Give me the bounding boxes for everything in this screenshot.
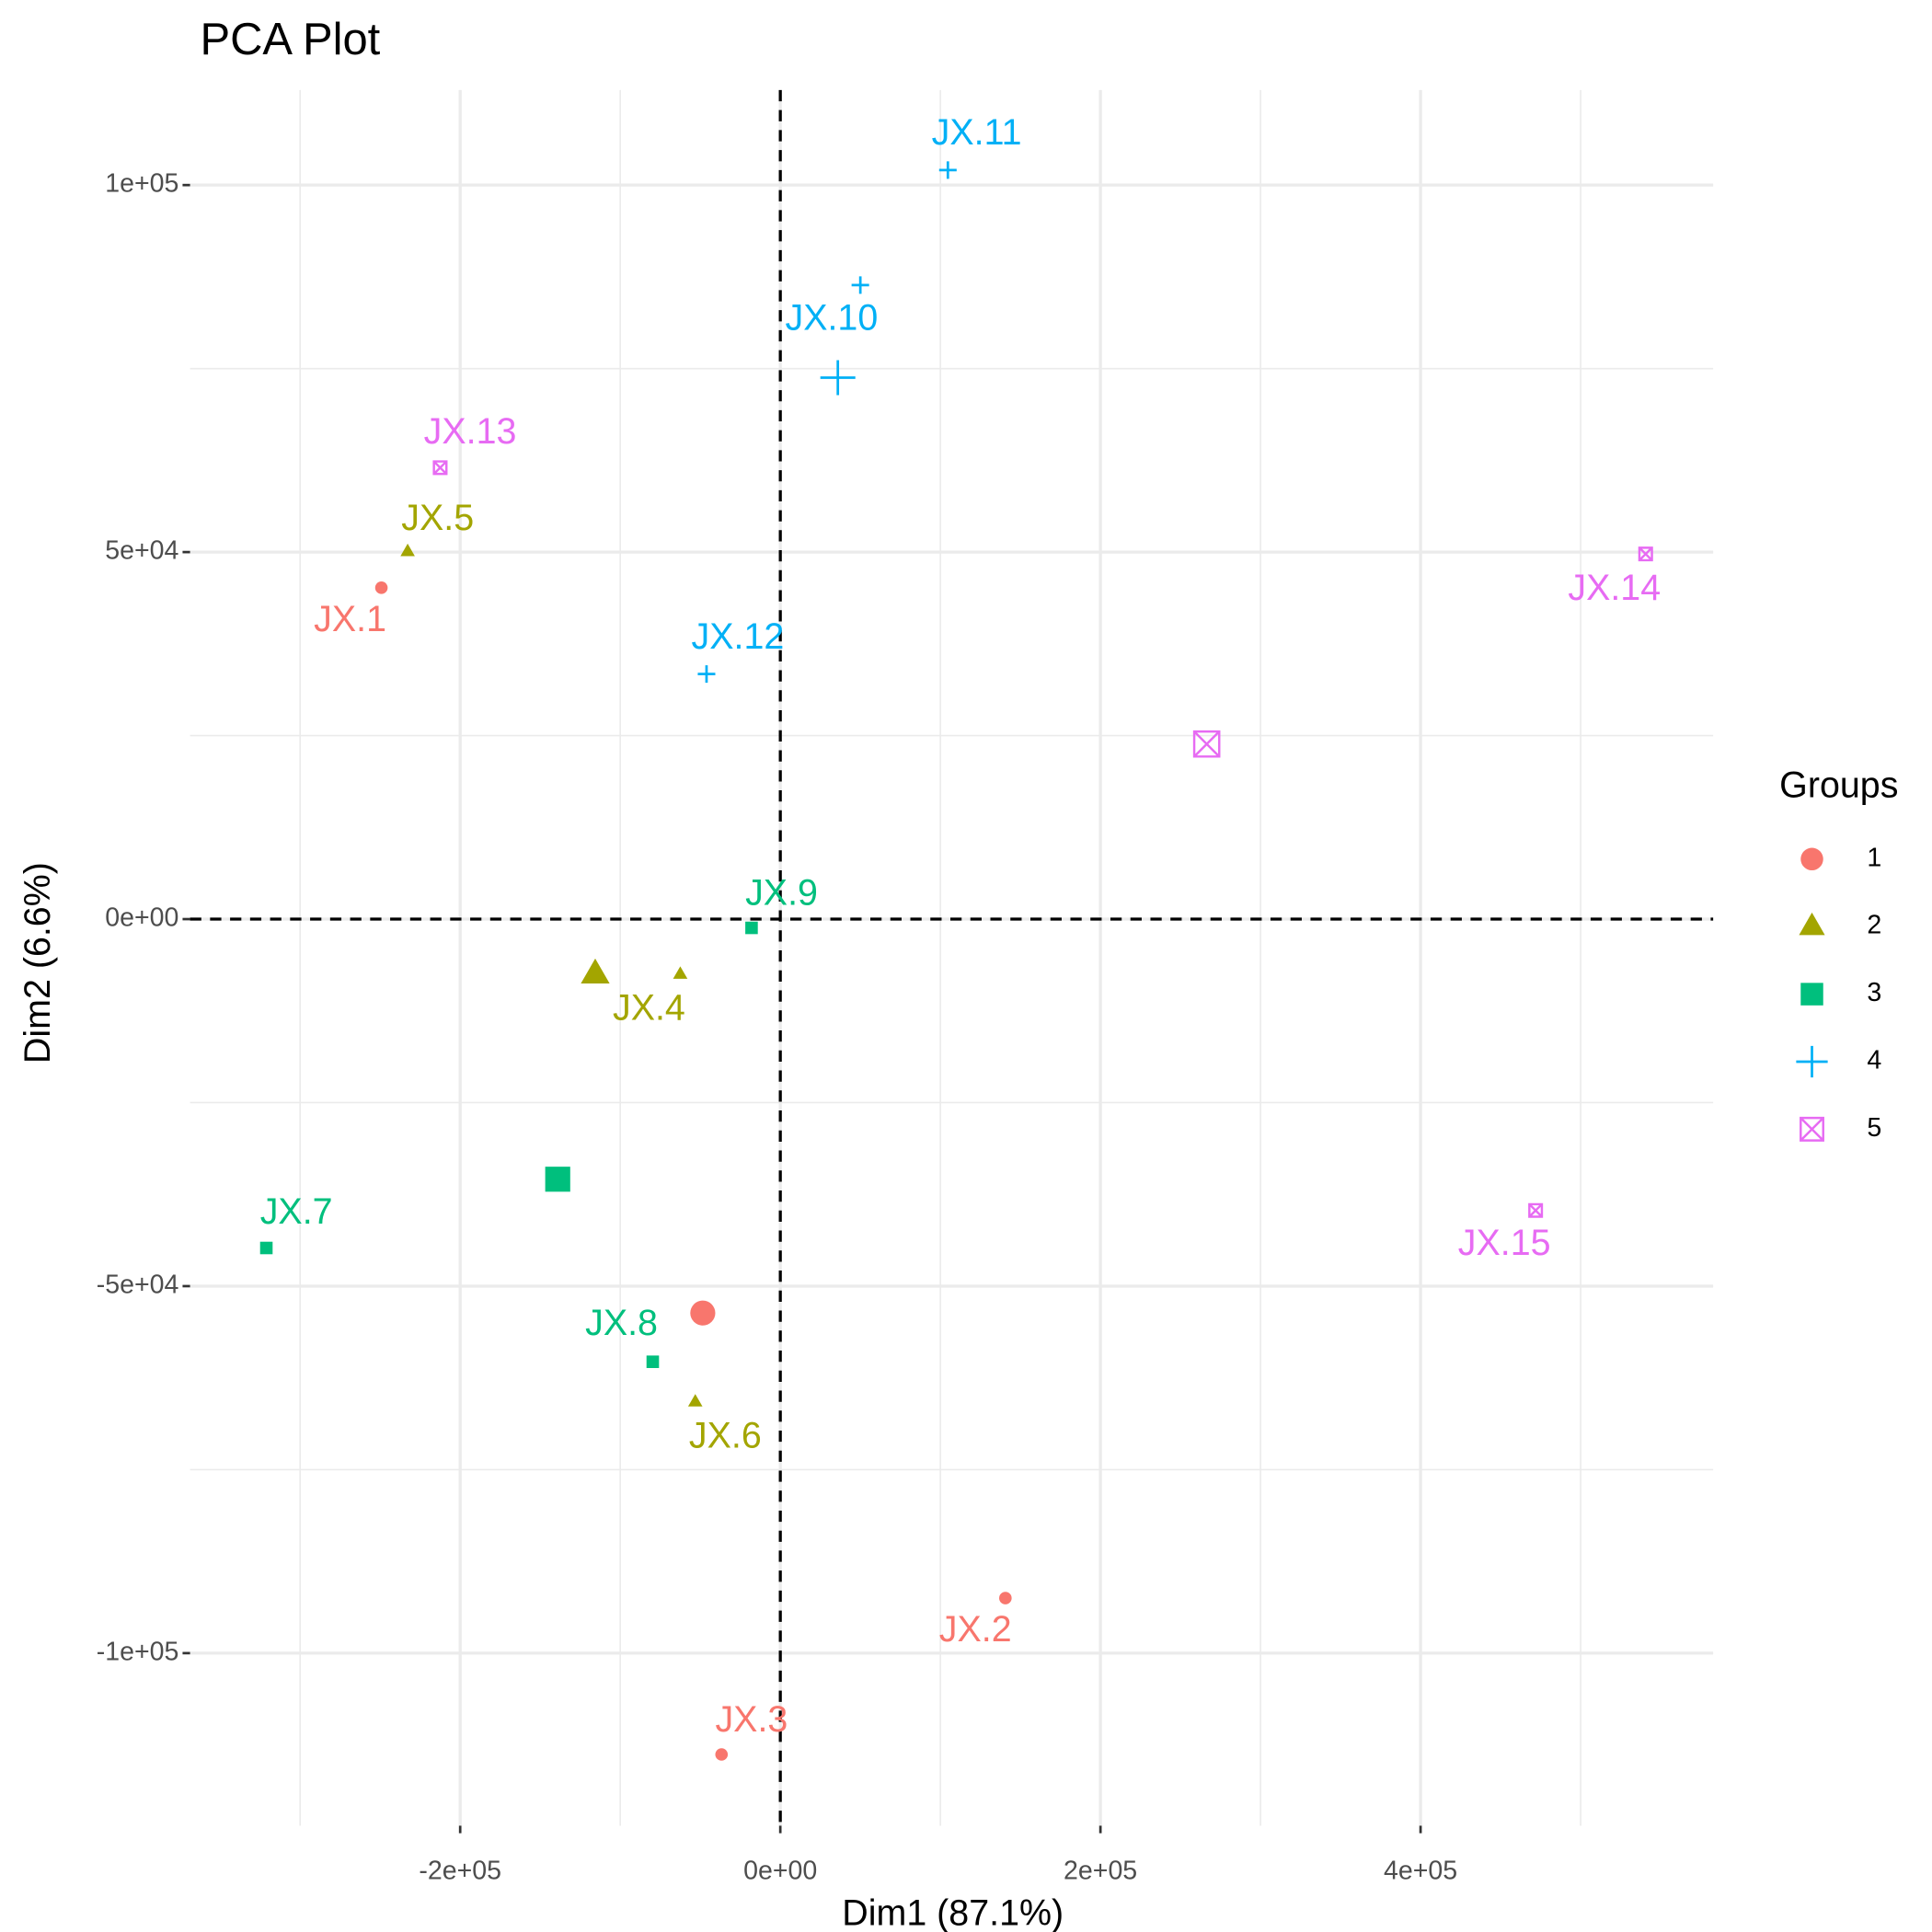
group-centroid bbox=[690, 1300, 716, 1326]
x-axis-title: Dim1 (87.1%) bbox=[842, 1893, 1064, 1932]
point-label: JX.9 bbox=[745, 873, 818, 914]
x-tick-label: 0e+00 bbox=[743, 1856, 817, 1885]
legend-label: 5 bbox=[1867, 1113, 1881, 1143]
point-label: JX.15 bbox=[1458, 1223, 1551, 1263]
point-label: JX.4 bbox=[613, 988, 685, 1029]
group-centroid bbox=[581, 958, 610, 984]
point-label: JX.11 bbox=[932, 112, 1022, 153]
point-label: JX.6 bbox=[689, 1416, 762, 1456]
legend-key bbox=[1796, 1045, 1828, 1078]
point-label: JX.14 bbox=[1568, 568, 1661, 608]
legend-key bbox=[1799, 912, 1825, 936]
point bbox=[687, 1394, 703, 1407]
group-centroid bbox=[1192, 730, 1221, 758]
point-label: JX.12 bbox=[692, 616, 785, 657]
legend-label: 4 bbox=[1867, 1046, 1881, 1075]
point-label: JX.5 bbox=[401, 498, 474, 538]
point bbox=[851, 276, 869, 294]
x-tick-label: 2e+05 bbox=[1064, 1856, 1137, 1885]
point bbox=[745, 921, 758, 935]
legend-label: 1 bbox=[1867, 843, 1881, 872]
group-centroid bbox=[820, 360, 856, 396]
point-label: JX.1 bbox=[314, 599, 386, 639]
legend-key bbox=[1800, 1116, 1824, 1142]
legend-key bbox=[1800, 983, 1823, 1006]
point bbox=[697, 665, 716, 684]
y-tick-label: -5e+04 bbox=[97, 1271, 179, 1300]
chart-title: PCA Plot bbox=[200, 15, 380, 64]
point bbox=[938, 161, 957, 179]
legend-label: 2 bbox=[1867, 911, 1881, 940]
point-label: JX.3 bbox=[715, 1699, 788, 1740]
x-tick-label: 4e+05 bbox=[1384, 1856, 1457, 1885]
point bbox=[715, 1748, 729, 1761]
point bbox=[1528, 1202, 1544, 1218]
point bbox=[374, 581, 388, 594]
legend-key bbox=[1800, 847, 1823, 871]
point-label: JX.8 bbox=[585, 1303, 658, 1343]
y-tick-label: 1e+05 bbox=[105, 169, 178, 199]
y-tick-label: -1e+05 bbox=[97, 1637, 179, 1666]
y-axis-title: Dim2 (6.6%) bbox=[17, 862, 58, 1064]
point-label: JX.13 bbox=[424, 411, 517, 452]
point bbox=[673, 966, 688, 979]
point-label: JX.10 bbox=[786, 297, 879, 338]
point bbox=[432, 460, 448, 476]
point bbox=[259, 1241, 273, 1255]
legend-label: 3 bbox=[1867, 978, 1881, 1007]
point bbox=[400, 543, 415, 557]
point-label: JX.2 bbox=[939, 1609, 1012, 1650]
group-centroid bbox=[545, 1167, 570, 1192]
point-label: JX.7 bbox=[260, 1191, 333, 1232]
y-tick-label: 0e+00 bbox=[105, 903, 178, 933]
point bbox=[999, 1592, 1012, 1604]
point bbox=[1638, 546, 1653, 562]
y-tick-label: 5e+04 bbox=[105, 536, 178, 566]
point bbox=[646, 1355, 660, 1368]
x-tick-label: -2e+05 bbox=[419, 1856, 501, 1885]
legend-title: Groups bbox=[1779, 765, 1898, 806]
